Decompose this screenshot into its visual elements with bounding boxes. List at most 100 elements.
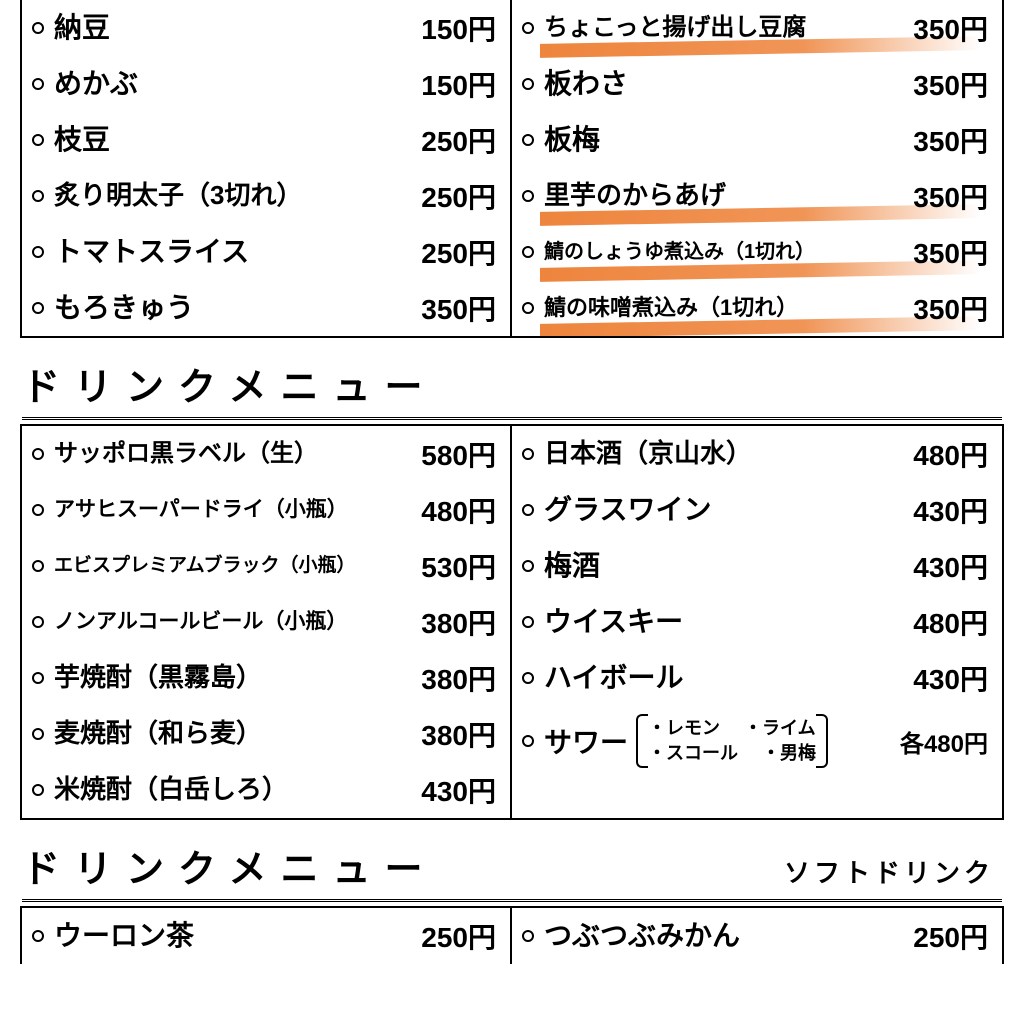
bullet-icon	[522, 672, 534, 684]
drink-menu-section: サッポロ黒ラベル（生）580円アサヒスーパードライ（小瓶）480円エビスプレミア…	[20, 424, 1004, 820]
menu-item-row: 米焼酎（白岳しろ）430円	[22, 762, 510, 818]
bullet-icon	[32, 134, 44, 146]
menu-item-label: 納豆	[54, 11, 110, 45]
menu-item-price: 250円	[421, 232, 496, 272]
menu-item-row: ちょこっと揚げ出し豆腐 350円	[512, 0, 1002, 56]
menu-item-row: つぶつぶみかん 250円	[512, 908, 1002, 964]
menu-item-name: ハイボール	[522, 661, 905, 695]
menu-item-row: 鯖の味噌煮込み（1切れ）350円	[512, 280, 1002, 336]
drink-right-column: 日本酒（京山水）480円グラスワイン430円梅酒430円ウイスキー480円ハイボ…	[512, 426, 1002, 818]
menu-item-price: 350円	[913, 288, 988, 328]
menu-item-label: トマトスライス	[54, 235, 249, 269]
menu-item-name: アサヒスーパードライ（小瓶）	[32, 497, 413, 522]
menu-item-price: 380円	[421, 658, 496, 698]
menu-item-name: 麦焼酎（和ら麦）	[32, 718, 413, 749]
menu-item-name: 日本酒（京山水）	[522, 438, 905, 469]
menu-item-row: グラスワイン430円	[512, 482, 1002, 538]
menu-item-name: もろきゅう	[32, 291, 413, 325]
bullet-icon	[32, 672, 44, 684]
menu-item-price: 430円	[913, 658, 988, 698]
menu-item-price: 250円	[421, 120, 496, 160]
menu-item-row: 麦焼酎（和ら麦）380円	[22, 706, 510, 762]
bullet-icon	[32, 728, 44, 740]
menu-item-row: ウーロン茶 250円	[22, 908, 510, 964]
menu-item-price: 250円	[913, 916, 988, 956]
sour-option: ・レモン	[648, 716, 720, 741]
menu-item-name: 納豆	[32, 11, 413, 45]
menu-item-label: もろきゅう	[54, 291, 194, 325]
menu-item-row: 梅酒430円	[512, 538, 1002, 594]
menu-item-label: ちょこっと揚げ出し豆腐	[544, 14, 806, 43]
menu-item-name: 鯖のしょうゆ煮込み（1切れ）	[522, 240, 905, 264]
food-right-column: ちょこっと揚げ出し豆腐350円板わさ350円板梅350円里芋のからあげ350円鯖…	[512, 0, 1002, 336]
menu-item-label: 芋焼酎（黒霧島）	[54, 662, 262, 693]
softdrink-menu-section: ウーロン茶 250円 つぶつぶみかん 250円	[20, 906, 1004, 964]
menu-item-row: 日本酒（京山水）480円	[512, 426, 1002, 482]
sour-option: ・スコール	[648, 741, 738, 766]
menu-item-price: 480円	[421, 490, 496, 530]
menu-item-label: めかぶ	[54, 67, 138, 101]
sour-price: 各480円	[900, 724, 988, 759]
softdrink-right-column: つぶつぶみかん 250円	[512, 908, 1002, 964]
bullet-icon	[32, 448, 44, 460]
bullet-icon	[32, 616, 44, 628]
menu-item-name: 梅酒	[522, 549, 905, 583]
menu-item-label: 麦焼酎（和ら麦）	[54, 718, 262, 749]
menu-item-label: 板梅	[544, 123, 600, 157]
menu-item-price: 480円	[913, 602, 988, 642]
menu-item-row: エビスプレミアムブラック（小瓶）530円	[22, 538, 510, 594]
menu-item-label: 板わさ	[544, 67, 628, 101]
menu-item-name: ウーロン茶	[32, 919, 413, 953]
menu-item-label: エビスプレミアムブラック（小瓶）	[54, 555, 356, 578]
menu-item-label: グラスワイン	[544, 493, 711, 527]
bullet-icon	[32, 78, 44, 90]
menu-item-label: 枝豆	[54, 123, 110, 157]
menu-item-label: ハイボール	[544, 661, 683, 695]
sour-label-text: サワー	[544, 721, 628, 761]
food-menu-section: 納豆150円めかぶ150円枝豆250円炙り明太子（3切れ）250円トマトスライス…	[20, 0, 1004, 338]
menu-item-label: ウーロン茶	[54, 919, 194, 953]
bullet-icon	[522, 616, 534, 628]
menu-item-row: 板わさ350円	[512, 56, 1002, 112]
menu-item-name: 枝豆	[32, 123, 413, 157]
menu-item-price: 350円	[913, 8, 988, 48]
menu-item-label: つぶつぶみかん	[544, 919, 740, 953]
menu-item-name: 板わさ	[522, 67, 905, 101]
bullet-icon	[522, 246, 534, 258]
softdrink-left-column: ウーロン茶 250円	[22, 908, 512, 964]
menu-item-price: 350円	[913, 232, 988, 272]
menu-item-name: トマトスライス	[32, 235, 413, 269]
menu-item-label: 米焼酎（白岳しろ）	[54, 774, 288, 805]
menu-item-price: 380円	[421, 602, 496, 642]
bullet-icon	[32, 930, 44, 942]
menu-item-price: 250円	[421, 916, 496, 956]
menu-item-row: 納豆 150円	[22, 0, 510, 56]
menu-item-name: ウイスキー	[522, 605, 905, 639]
menu-item-row: めかぶ150円	[22, 56, 510, 112]
bullet-icon	[522, 22, 534, 34]
menu-item-label: サッポロ黒ラベル（生）	[54, 440, 318, 469]
bullet-icon	[32, 190, 44, 202]
menu-item-price: 150円	[421, 8, 496, 48]
menu-item-label: 鯖のしょうゆ煮込み（1切れ）	[544, 240, 815, 264]
menu-item-row: 芋焼酎（黒霧島） 380円	[22, 650, 510, 706]
menu-item-name: ちょこっと揚げ出し豆腐	[522, 14, 905, 43]
bullet-icon	[522, 504, 534, 516]
menu-item-name: 炙り明太子（3切れ）	[32, 180, 413, 211]
menu-item-name: つぶつぶみかん	[522, 919, 905, 953]
menu-item-name: 米焼酎（白岳しろ）	[32, 774, 413, 805]
menu-item-label: 梅酒	[544, 549, 600, 583]
softdrink-section-header: ドリンクメニュー ソフトドリンク	[22, 838, 1002, 902]
menu-item-row: 炙り明太子（3切れ）250円	[22, 168, 510, 224]
menu-item-row: 鯖のしょうゆ煮込み（1切れ） 350円	[512, 224, 1002, 280]
bullet-icon	[32, 302, 44, 314]
menu-item-label: アサヒスーパードライ（小瓶）	[54, 497, 348, 522]
bullet-icon	[522, 560, 534, 572]
menu-item-row: サッポロ黒ラベル（生）580円	[22, 426, 510, 482]
drink-left-column: サッポロ黒ラベル（生）580円アサヒスーパードライ（小瓶） 480円エビスプレミア…	[22, 426, 512, 818]
food-left-column: 納豆150円めかぶ150円枝豆250円炙り明太子（3切れ）250円トマトスライス…	[22, 0, 512, 336]
menu-item-label: 日本酒（京山水）	[544, 438, 752, 469]
bullet-icon	[522, 134, 534, 146]
menu-item-name: サッポロ黒ラベル（生）	[32, 440, 413, 469]
bullet-icon	[32, 246, 44, 258]
